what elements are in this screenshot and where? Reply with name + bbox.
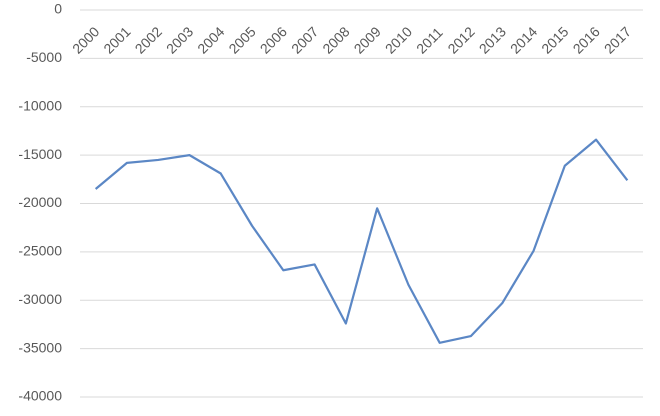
y-tick-label: -40000	[18, 388, 62, 404]
y-tick-label: -35000	[18, 339, 62, 355]
x-tick-label: 2016	[570, 23, 603, 56]
x-tick-label: 2004	[194, 23, 227, 56]
data-line	[94, 138, 629, 344]
y-tick-label: -5000	[26, 49, 62, 65]
x-tick-label: 2011	[413, 24, 446, 57]
x-tick-label: 2006	[257, 23, 290, 56]
x-tick-label: 2001	[100, 23, 133, 56]
x-tick-label: 2017	[601, 23, 634, 56]
x-tick-label: 2007	[288, 23, 321, 56]
y-tick-label: -30000	[18, 291, 62, 307]
y-tick-label: -25000	[18, 243, 62, 259]
x-tick-label: 2015	[538, 23, 571, 56]
y-tick-label: -20000	[18, 194, 62, 210]
x-tick-label: 2009	[351, 23, 384, 56]
x-tick-label: 2003	[163, 23, 196, 56]
y-tick-label: 0	[54, 1, 62, 17]
x-tick-label: 2013	[476, 23, 509, 56]
x-tick-label: 2008	[319, 23, 352, 56]
x-tick-label: 2005	[225, 23, 258, 56]
x-tick-label: 2010	[382, 23, 415, 56]
x-tick-label: 2000	[69, 23, 102, 56]
x-tick-label: 2014	[507, 23, 540, 56]
x-tick-label: 2002	[132, 23, 165, 56]
x-tick-label: 2012	[444, 23, 477, 56]
y-tick-label: -10000	[18, 97, 62, 113]
y-tick-label: -15000	[18, 146, 62, 162]
